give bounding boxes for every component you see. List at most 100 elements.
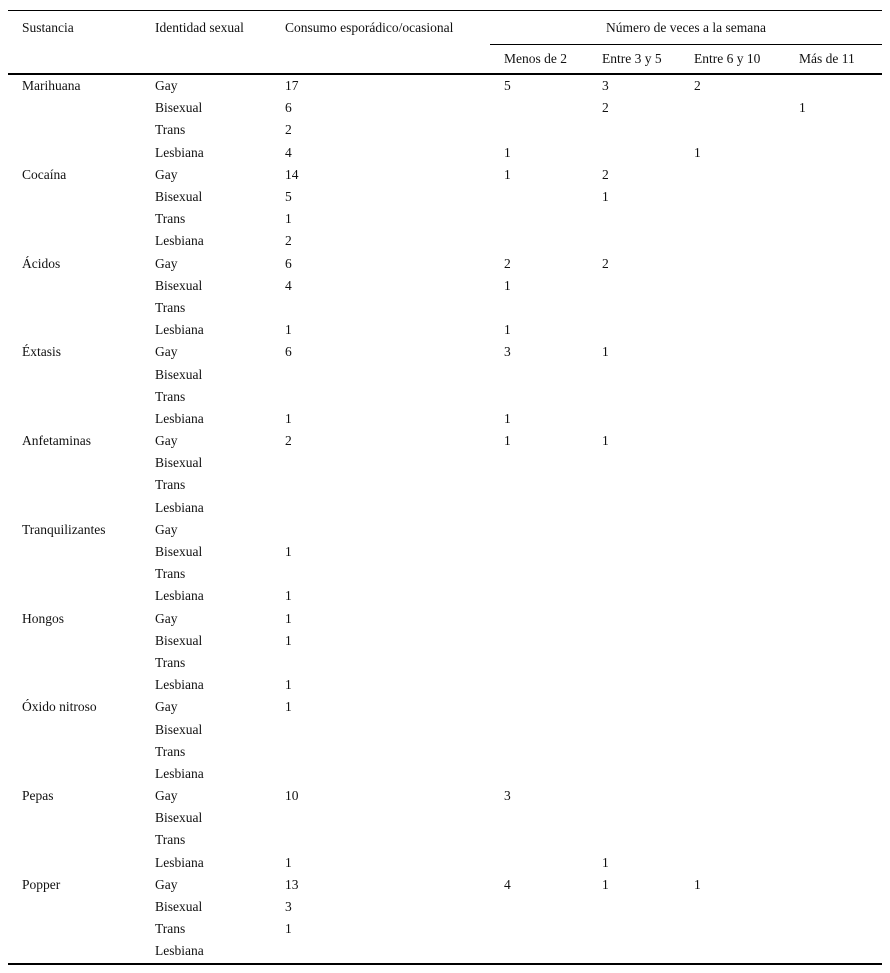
cell-entre-3-y-5: 3 bbox=[602, 78, 609, 94]
cell-entre-3-y-5 bbox=[588, 319, 680, 341]
cell-sustancia bbox=[8, 541, 141, 563]
cell-menos-de-2 bbox=[490, 807, 588, 829]
cell-identidad-sexual: Gay bbox=[155, 699, 178, 715]
cell-entre-3-y-5 bbox=[588, 807, 680, 829]
cell-sustancia bbox=[8, 585, 141, 607]
cell-entre-3-y-5: 2 bbox=[602, 100, 609, 116]
cell-entre-3-y-5: 1 bbox=[602, 189, 609, 205]
cell-consumo-esporadico bbox=[271, 386, 490, 408]
cell-entre-3-y-5: 1 bbox=[602, 433, 609, 449]
cell-entre-6-y-10 bbox=[680, 940, 785, 963]
cell-consumo-esporadico: 5 bbox=[285, 189, 292, 205]
cell-entre-3-y-5 bbox=[588, 541, 680, 563]
cell-menos-de-2 bbox=[490, 474, 588, 496]
col-header-numero-veces-semana: Número de veces a la semana bbox=[490, 10, 882, 45]
cell-consumo-esporadico: 1 bbox=[285, 854, 292, 870]
cell-consumo-esporadico bbox=[271, 829, 490, 851]
cell-sustancia bbox=[8, 119, 141, 141]
cell-menos-de-2 bbox=[490, 630, 588, 652]
table-row: Trans bbox=[8, 563, 882, 585]
cell-menos-de-2 bbox=[490, 674, 588, 696]
cell-entre-3-y-5: 1 bbox=[602, 854, 609, 870]
cell-entre-6-y-10 bbox=[680, 741, 785, 763]
cell-mas-de-11 bbox=[785, 630, 882, 652]
cell-identidad-sexual: Lesbiana bbox=[155, 410, 204, 426]
table-row: Lesbiana 2 bbox=[8, 230, 882, 252]
cell-mas-de-11 bbox=[785, 142, 882, 164]
cell-mas-de-11 bbox=[785, 940, 882, 963]
cell-mas-de-11 bbox=[785, 785, 882, 807]
cell-identidad-sexual: Lesbiana bbox=[155, 943, 204, 959]
cell-mas-de-11 bbox=[785, 918, 882, 940]
cell-entre-6-y-10 bbox=[680, 452, 785, 474]
cell-consumo-esporadico: 2 bbox=[285, 122, 292, 138]
cell-identidad-sexual: Bisexual bbox=[155, 455, 203, 471]
cell-identidad-sexual: Bisexual bbox=[155, 189, 203, 205]
cell-menos-de-2 bbox=[490, 541, 588, 563]
cell-consumo-esporadico bbox=[271, 497, 490, 519]
cell-sustancia: Éxtasis bbox=[22, 344, 61, 360]
cell-mas-de-11 bbox=[785, 386, 882, 408]
cell-identidad-sexual: Lesbiana bbox=[155, 588, 204, 604]
cell-entre-6-y-10 bbox=[680, 297, 785, 319]
cell-menos-de-2 bbox=[490, 852, 588, 874]
cell-sustancia bbox=[8, 852, 141, 874]
cell-sustancia bbox=[8, 275, 141, 297]
cell-mas-de-11 bbox=[785, 474, 882, 496]
cell-menos-de-2 bbox=[490, 230, 588, 252]
cell-identidad-sexual: Lesbiana bbox=[155, 854, 204, 870]
header-spacer bbox=[141, 44, 271, 75]
header-spacer bbox=[8, 44, 141, 75]
cell-sustancia: Marihuana bbox=[22, 78, 81, 94]
cell-entre-3-y-5: 1 bbox=[602, 876, 609, 892]
cell-sustancia: Cocaína bbox=[22, 166, 67, 182]
cell-mas-de-11 bbox=[785, 119, 882, 141]
cell-sustancia bbox=[8, 563, 141, 585]
cell-menos-de-2 bbox=[490, 608, 588, 630]
cell-mas-de-11 bbox=[785, 874, 882, 896]
cell-entre-3-y-5 bbox=[588, 297, 680, 319]
cell-consumo-esporadico: 1 bbox=[285, 677, 292, 693]
cell-entre-3-y-5: 2 bbox=[602, 166, 609, 182]
cell-identidad-sexual: Lesbiana bbox=[155, 677, 204, 693]
cell-mas-de-11 bbox=[785, 674, 882, 696]
cell-consumo-esporadico: 6 bbox=[285, 255, 292, 271]
cell-entre-3-y-5 bbox=[588, 940, 680, 963]
cell-entre-6-y-10 bbox=[680, 474, 785, 496]
cell-entre-3-y-5 bbox=[588, 696, 680, 718]
table-row: Trans bbox=[8, 386, 882, 408]
table-row: Lesbiana 1 1 bbox=[8, 408, 882, 430]
cell-identidad-sexual: Lesbiana bbox=[155, 233, 204, 249]
cell-mas-de-11 bbox=[785, 497, 882, 519]
cell-menos-de-2 bbox=[490, 208, 588, 230]
cell-consumo-esporadico: 6 bbox=[285, 100, 292, 116]
cell-menos-de-2 bbox=[490, 585, 588, 607]
cell-entre-6-y-10 bbox=[680, 363, 785, 385]
col-header-menos-de-2: Menos de 2 bbox=[490, 44, 588, 75]
cell-entre-6-y-10 bbox=[680, 652, 785, 674]
cell-consumo-esporadico: 1 bbox=[285, 322, 292, 338]
cell-consumo-esporadico: 6 bbox=[285, 344, 292, 360]
cell-consumo-esporadico: 14 bbox=[285, 166, 299, 182]
cell-menos-de-2: 3 bbox=[504, 344, 511, 360]
cell-mas-de-11 bbox=[785, 208, 882, 230]
header-spacer bbox=[271, 44, 490, 75]
table-row: Trans 2 bbox=[8, 119, 882, 141]
cell-entre-6-y-10 bbox=[680, 829, 785, 851]
table-row: Bisexual bbox=[8, 718, 882, 740]
cell-sustancia bbox=[8, 497, 141, 519]
cell-entre-6-y-10 bbox=[680, 497, 785, 519]
table-row: Bisexual bbox=[8, 452, 882, 474]
cell-sustancia: Pepas bbox=[22, 788, 54, 804]
cell-consumo-esporadico bbox=[271, 519, 490, 541]
cell-mas-de-11: 1 bbox=[799, 100, 806, 116]
col-header-entre-3-y-5: Entre 3 y 5 bbox=[588, 44, 680, 75]
cell-entre-3-y-5 bbox=[588, 674, 680, 696]
table-row: Lesbiana 1 bbox=[8, 585, 882, 607]
table-row: Bisexual 3 bbox=[8, 896, 882, 918]
cell-menos-de-2 bbox=[490, 363, 588, 385]
cell-mas-de-11 bbox=[785, 696, 882, 718]
cell-mas-de-11 bbox=[785, 186, 882, 208]
cell-entre-3-y-5 bbox=[588, 785, 680, 807]
cell-menos-de-2 bbox=[490, 97, 588, 119]
